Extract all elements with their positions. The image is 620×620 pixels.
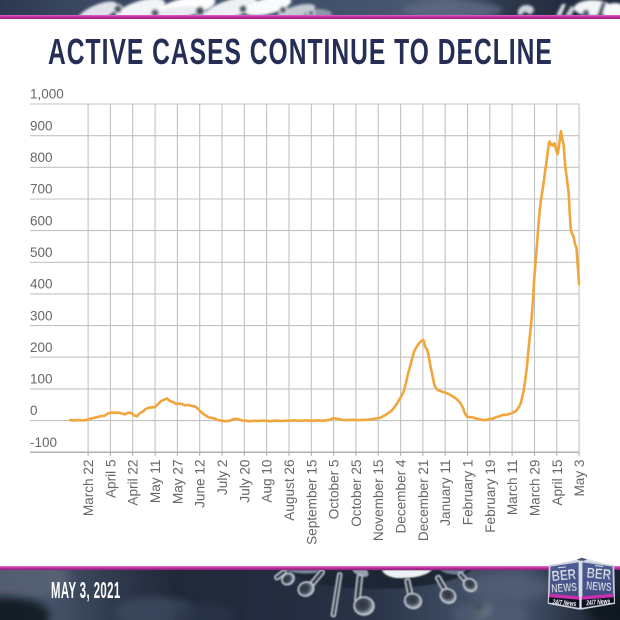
svg-text:March 29: March 29 [528,460,543,517]
svg-text:May 3: May 3 [572,460,587,497]
svg-text:May 27: May 27 [170,460,185,505]
svg-text:April 15: April 15 [550,460,565,506]
svg-text:December 4: December 4 [394,459,409,533]
svg-text:August 26: August 26 [282,460,297,521]
svg-text:500: 500 [30,245,53,260]
svg-text:May 11: May 11 [148,460,163,504]
svg-text:NEWS: NEWS [586,579,613,594]
svg-text:Aug 10: Aug 10 [260,459,275,503]
svg-text:March 22: March 22 [81,460,96,517]
svg-text:March 11: March 11 [505,460,520,516]
svg-text:April 22: April 22 [126,460,141,506]
svg-text:November 15: November 15 [371,460,386,542]
svg-text:400: 400 [30,277,53,292]
svg-text:700: 700 [30,182,53,197]
svg-text:October 25: October 25 [349,460,364,527]
svg-text:September 15: September 15 [304,460,319,545]
svg-text:24/7 News: 24/7 News [585,596,610,607]
svg-text:100: 100 [30,372,53,387]
svg-text:200: 200 [30,340,53,355]
svg-text:February 1: February 1 [461,460,476,526]
svg-text:December 21: December 21 [416,460,431,542]
svg-text:NEWS: NEWS [551,581,578,596]
svg-text:-100: -100 [30,435,57,450]
svg-text:January 11: January 11 [438,460,453,526]
svg-text:24/7 News: 24/7 News [551,597,576,608]
svg-text:June 12: June 12 [193,460,208,508]
svg-text:BER: BER [551,567,577,585]
svg-text:800: 800 [30,150,53,165]
svg-text:BER: BER [586,566,612,584]
svg-text:July 20: July 20 [237,459,252,503]
svg-text:600: 600 [30,213,53,228]
svg-text:April 5: April 5 [103,460,118,499]
svg-text:0: 0 [30,403,38,418]
svg-text:1,000: 1,000 [30,87,64,102]
svg-text:July 2: July 2 [215,460,230,496]
svg-text:October 5: October 5 [327,460,342,520]
svg-text:900: 900 [30,118,53,133]
svg-text:300: 300 [30,308,53,323]
svg-text:February 19: February 19 [483,460,498,533]
